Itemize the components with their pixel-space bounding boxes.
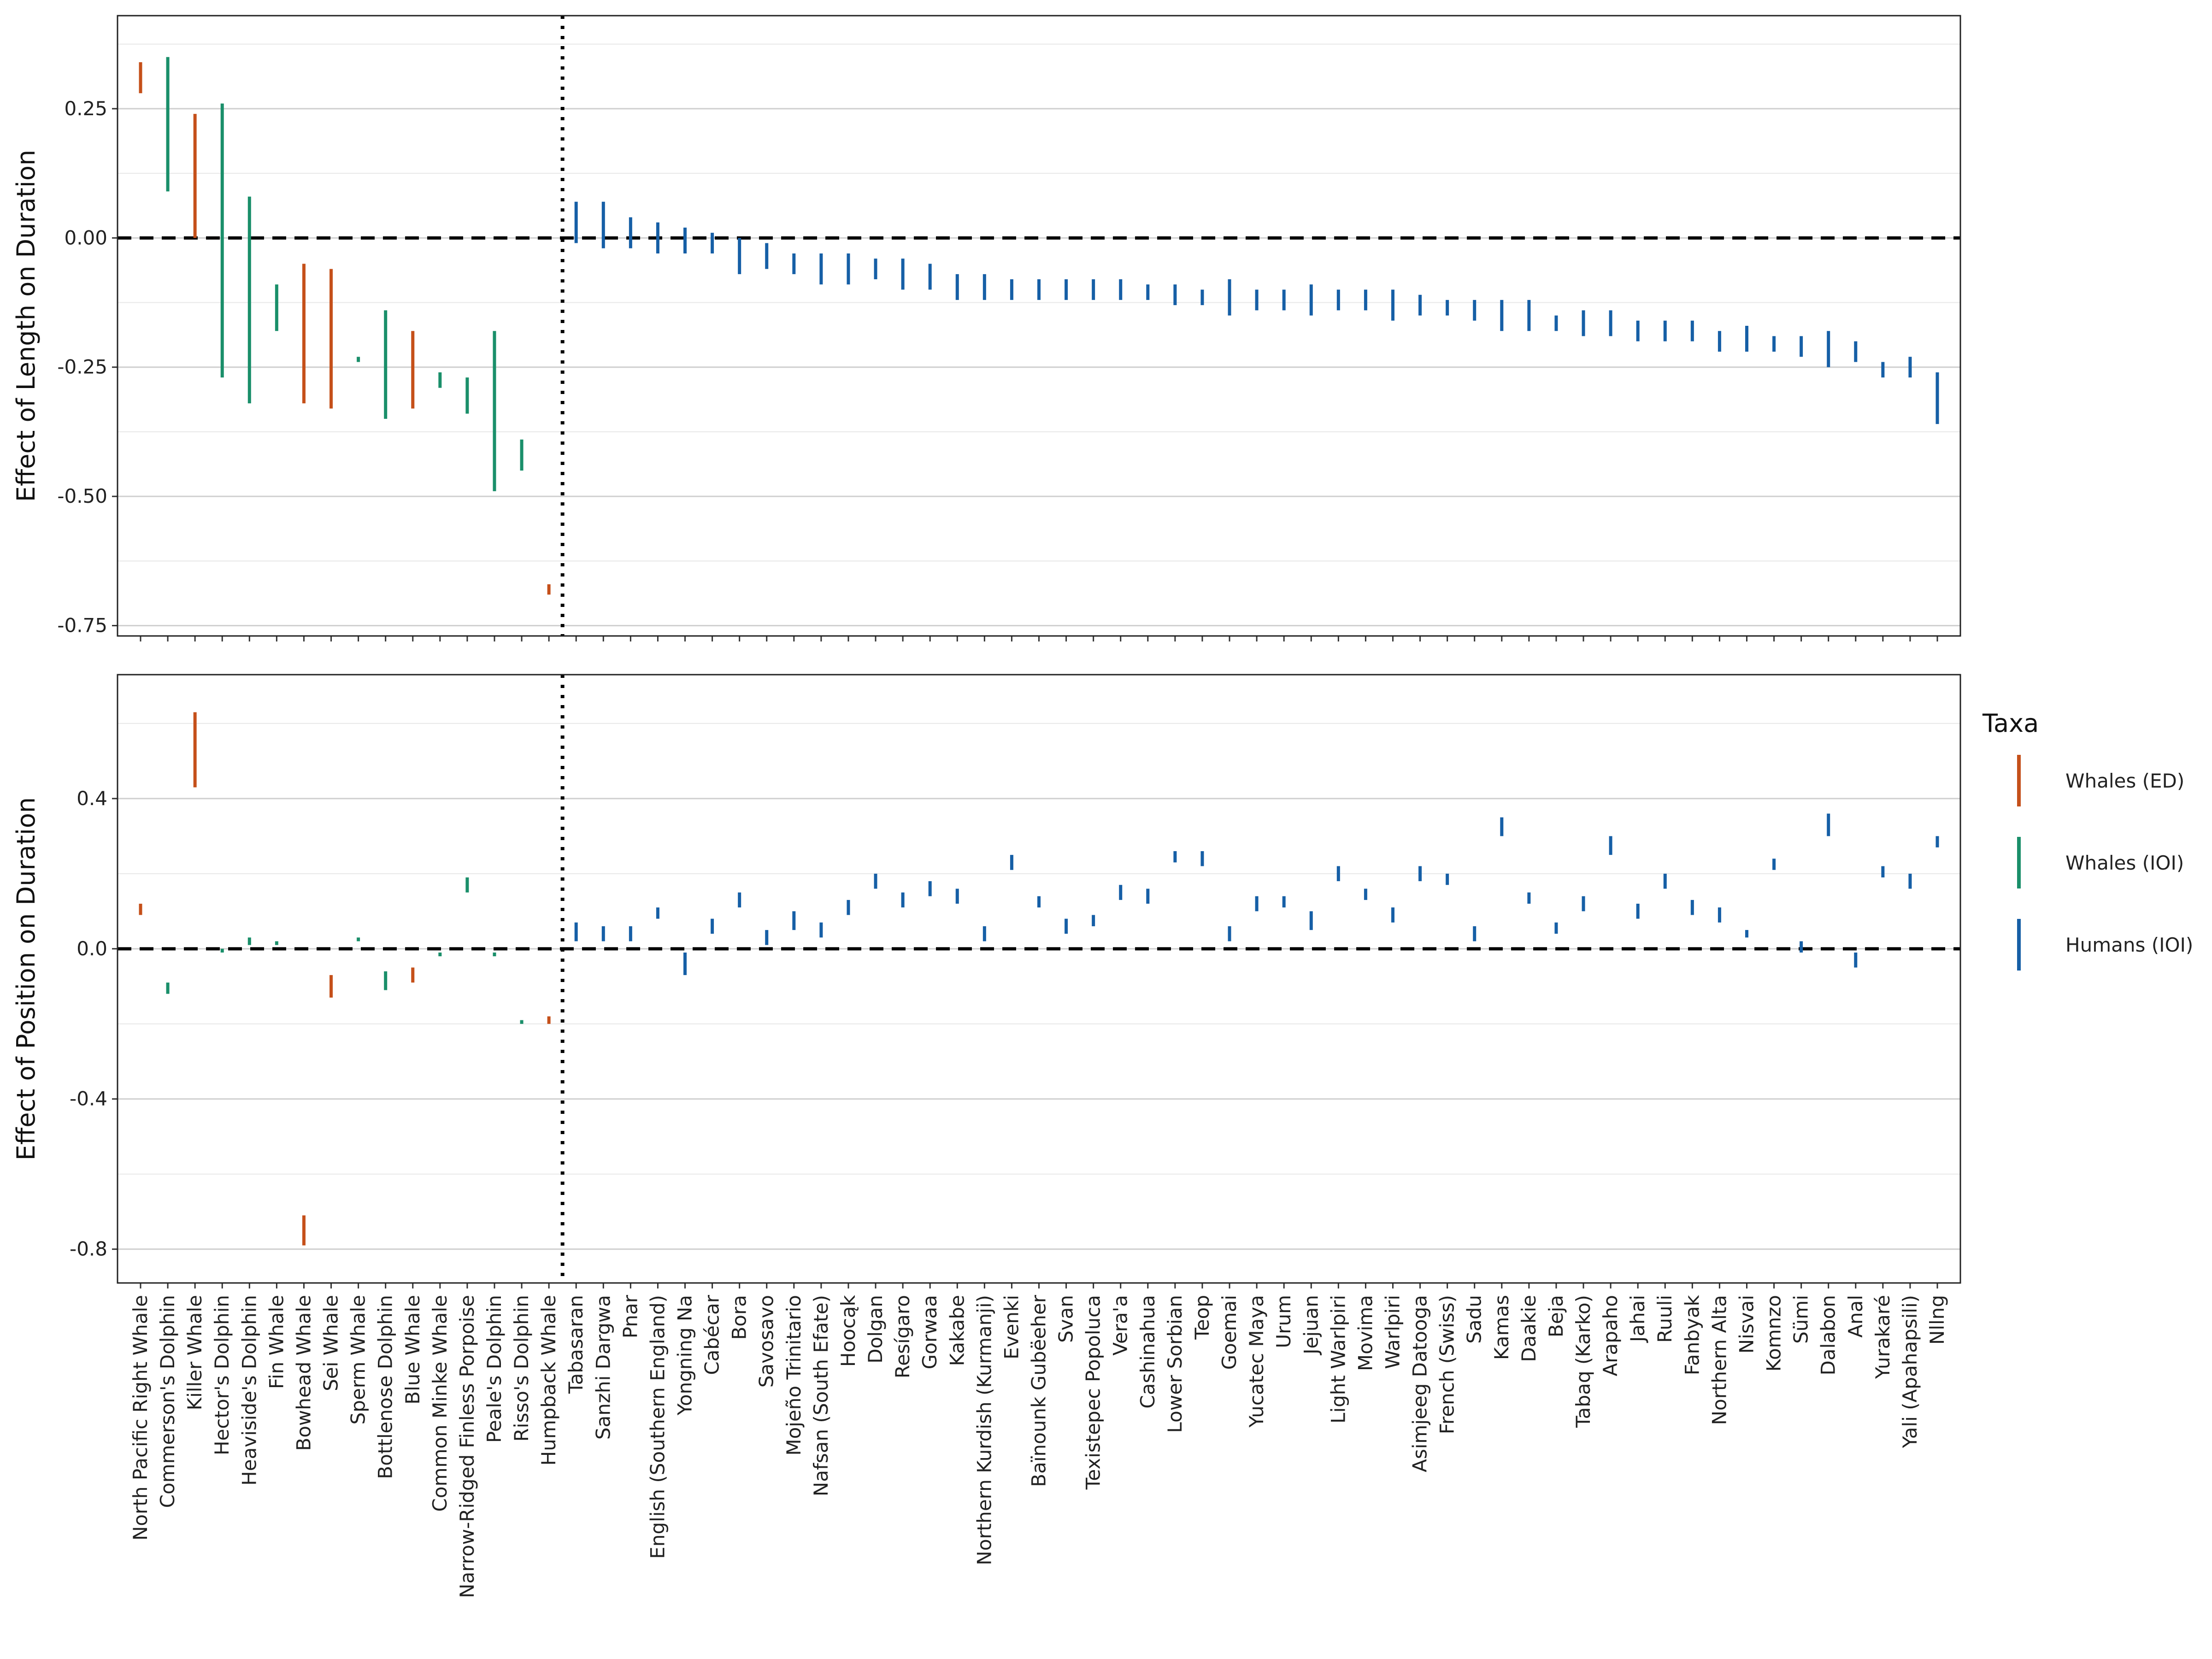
x-tick-label: Yali (Apahapsili) [1899, 1295, 1921, 1448]
y-tick-label: 0.25 [64, 97, 107, 120]
x-tick-label: Svan [1055, 1295, 1077, 1343]
y-tick-label: -0.4 [70, 1088, 107, 1110]
x-tick-label: Cabécar [701, 1294, 724, 1375]
x-tick-label: Warlpiri [1381, 1295, 1404, 1369]
x-tick-label: Hector's Dolphin [211, 1295, 233, 1455]
y-axis-label: Effect of Position on Duration [12, 797, 41, 1160]
x-tick-label: Urum [1272, 1295, 1295, 1348]
y-tick-label: 0.00 [64, 226, 107, 249]
x-tick-label: Sei Whale [320, 1295, 342, 1391]
x-tick-label: Kamas [1490, 1295, 1513, 1360]
x-tick-label: Yurakaré [1871, 1295, 1894, 1379]
x-tick-label: Bowhead Whale [292, 1295, 315, 1451]
x-tick-label: Killer Whale [183, 1295, 206, 1410]
x-tick-label: Humpback Whale [537, 1295, 560, 1465]
x-tick-label: Goemai [1218, 1295, 1241, 1370]
x-tick-label: Commerson's Dolphin [156, 1295, 179, 1508]
x-tick-label: Vera'a [1109, 1295, 1132, 1356]
x-tick-label: Daakie [1518, 1295, 1540, 1362]
y-tick-label: -0.8 [70, 1238, 107, 1260]
legend-label: Humans (IOI) [2065, 934, 2193, 956]
x-tick-label: Narrow-Ridged Finless Porpoise [456, 1295, 478, 1598]
x-tick-label: Heaviside's Dolphin [238, 1295, 260, 1486]
x-tick-label: Jahai [1626, 1295, 1649, 1343]
x-tick-label: Fin Whale [265, 1295, 288, 1389]
x-tick-label: Dolgan [864, 1295, 887, 1364]
x-tick-label: Tabasaran [565, 1295, 587, 1394]
x-tick-label: North Pacific Right Whale [129, 1295, 152, 1541]
x-tick-label: Ruuli [1653, 1295, 1676, 1343]
panel-2: 0.4 0.0 -0.4 -0.8 Effect of Position on Dura… [12, 674, 1961, 1288]
x-tick-label: Beja [1545, 1295, 1567, 1337]
x-tick-label: Baïnounk Gubëeher [1028, 1294, 1050, 1487]
x-tick-label: Yucatec Maya [1245, 1295, 1268, 1428]
x-tick-label: Light Warlpiri [1327, 1295, 1349, 1424]
x-tick-label: Anal [1844, 1295, 1867, 1338]
x-tick-label: Common Minke Whale [429, 1295, 451, 1512]
legend-label: Whales (IOI) [2065, 852, 2184, 874]
x-tick-label: Northern Alta [1708, 1295, 1730, 1425]
y-tick-label: 0.4 [76, 787, 107, 810]
x-tick-label: Bottlenose Dolphin [374, 1295, 397, 1479]
x-tick-label: Nafsan (South Efate) [810, 1295, 832, 1496]
x-tick-label: Nisvai [1735, 1295, 1758, 1353]
y-tick-label: -0.50 [57, 485, 107, 507]
x-tick-label: Fanbyak [1681, 1294, 1703, 1375]
legend-label: Whales (ED) [2065, 770, 2184, 792]
x-tick-label: Komnzo [1763, 1295, 1785, 1371]
x-tick-label: Movima [1354, 1295, 1377, 1371]
legend: Taxa Whales (ED) Whales (IOI) Humans (IOI) [1982, 709, 2193, 971]
x-tick-label: Risso's Dolphin [510, 1295, 533, 1441]
panel-border [117, 15, 1961, 637]
x-tick-label: Resígaro [891, 1295, 914, 1378]
x-tick-label: Blue Whale [401, 1295, 424, 1405]
y-tick-label: -0.25 [57, 356, 107, 378]
x-tick-label: Jejuan [1300, 1295, 1322, 1356]
x-tick-label: Bora [728, 1295, 751, 1340]
x-tick-label: Peale's Dolphin [483, 1295, 506, 1443]
x-tick-label: English (Southern England) [646, 1295, 669, 1559]
x-tick-label: Evenki [1000, 1295, 1023, 1359]
x-tick-label: Dalabon [1817, 1295, 1840, 1375]
y-axis-label: Effect of Length on Duration [12, 150, 41, 502]
y-tick-label: 0.0 [76, 937, 107, 960]
panels-layer: 0.25 0.00 -0.25 -0.50 -0.75 Effect of Length … [12, 15, 1961, 1598]
x-tick-label: Asimjeeg Datooga [1409, 1295, 1431, 1472]
x-tick-label: Yongning Na [674, 1295, 696, 1416]
x-axis-labels: North Pacific Right Whale Commerson's Dol… [129, 1294, 1948, 1598]
x-tick-label: Cashinahua [1136, 1295, 1159, 1409]
x-tick-label: Arapaho [1599, 1295, 1622, 1376]
x-tick-label: Sperm Whale [347, 1295, 370, 1424]
panel-border [117, 674, 1961, 1284]
x-tick-label: Nllng [1926, 1295, 1948, 1345]
x-tick-label: Pnar [619, 1294, 641, 1338]
x-tick-label: Gorwaa [918, 1295, 941, 1369]
x-tick-label: Teop [1191, 1295, 1213, 1340]
x-tick-label: Texistepec Popoluca [1082, 1295, 1105, 1490]
x-tick-label: Mojeño Trinitario [782, 1295, 805, 1456]
x-tick-label: Sadu [1463, 1295, 1486, 1344]
x-tick-label: Kakabe [946, 1295, 968, 1366]
x-tick-label: French (Swiss) [1436, 1295, 1459, 1434]
x-tick-label: Hoocąk [837, 1294, 859, 1367]
y-tick-label: -0.75 [57, 614, 107, 637]
x-tick-label: Northern Kurdish (Kurmanji) [973, 1295, 995, 1565]
panel-1: 0.25 0.00 -0.25 -0.50 -0.75 Effect of Length … [12, 15, 1961, 641]
x-tick-label: Sanzhi Dargwa [592, 1295, 614, 1440]
x-tick-label: Savosavo [755, 1295, 778, 1388]
x-tick-label: Tabaq (Karko) [1572, 1295, 1594, 1428]
x-tick-label: Sümi [1790, 1295, 1812, 1344]
x-tick-label: Lower Sorbian [1164, 1295, 1186, 1433]
legend-title: Taxa [1982, 709, 2039, 738]
